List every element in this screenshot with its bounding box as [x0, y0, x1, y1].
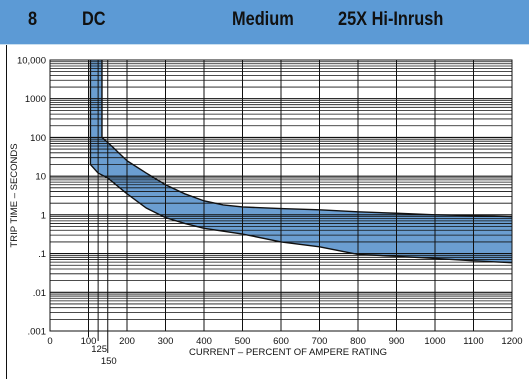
current-type: DC: [82, 9, 106, 30]
curve-number: 8: [28, 9, 38, 30]
y-tick-label: 10,000: [17, 56, 46, 67]
y-tick-label: .1: [38, 249, 46, 260]
trip-curve-chart: .001 .01 .1 1 10 100 1000 10,000 0 100 200 300 400 50…: [9, 56, 523, 368]
y-axis-label: TRIP TIME – SECONDS: [9, 143, 20, 247]
x-tick-label: 0: [47, 336, 52, 347]
x-tick-label: 500: [235, 336, 251, 347]
y-tick-label: 1: [41, 210, 46, 221]
trip-band-area: [90, 60, 513, 263]
y-tick-label: .001: [28, 327, 47, 338]
x-tick-label: 800: [350, 336, 366, 347]
y-tick-label: 10: [35, 172, 46, 183]
x-tick-label: 700: [312, 336, 328, 347]
x-tick-label: 1000: [424, 336, 445, 347]
trip-speed: Medium: [232, 9, 294, 30]
x-tick-label: 100: [81, 336, 97, 347]
x-extra-tick-label: 125: [91, 344, 107, 355]
x-axis-label: CURRENT – PERCENT OF AMPERE RATING: [189, 347, 387, 358]
y-tick-label: .01: [33, 288, 46, 299]
lower-curve: [89, 60, 513, 264]
plot-frame: [49, 59, 513, 332]
x-tick-label: 900: [389, 336, 405, 347]
x-tick-label: 300: [158, 336, 174, 347]
x-tick-label: 200: [119, 336, 135, 347]
left-border: [6, 45, 7, 379]
x-tick-label: 600: [273, 336, 289, 347]
x-tick-label: 400: [196, 336, 212, 347]
grid-lines: [49, 60, 513, 353]
x-tick-label: 1200: [501, 336, 522, 347]
inrush-rating: 25X Hi-Inrush: [338, 9, 444, 30]
x-tick-label: 1100: [463, 336, 483, 347]
x-extra-tick-label: 150: [101, 356, 117, 367]
y-tick-label: 1000: [25, 94, 46, 105]
chart-header: 8 DC Medium 25X Hi-Inrush: [0, 0, 529, 45]
y-tick-label: 100: [30, 133, 46, 144]
upper-curve: [101, 60, 513, 218]
